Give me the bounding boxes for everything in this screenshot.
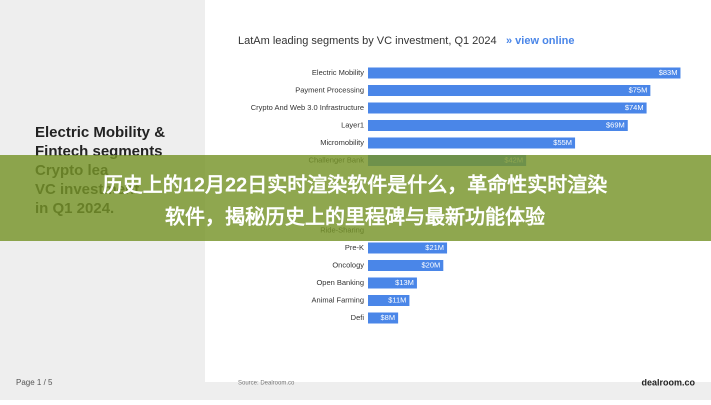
category-label: Micromobility [320, 138, 364, 147]
value-label: $8M [381, 313, 396, 322]
value-label: $11M [388, 295, 406, 304]
category-label: Defi [351, 313, 365, 322]
bar [368, 85, 651, 96]
category-label: Oncology [332, 260, 364, 269]
bar [368, 295, 410, 306]
category-label: Electric Mobility [312, 68, 364, 77]
bars: Electric Mobility $83M Payment Processing $… [251, 67, 681, 324]
bar [368, 312, 399, 324]
category-label: Open Banking [316, 278, 364, 287]
bar [368, 260, 444, 271]
value-label: $55M [553, 138, 572, 147]
source: Source: Dealroom.co [238, 381, 295, 387]
banner-line: 软件，揭秘历史上的里程碑与最新功能体验 [165, 204, 545, 228]
logo: dealroom.co [641, 377, 695, 387]
page-indicator: Page 1 / 5 [16, 378, 53, 387]
bar [368, 102, 647, 114]
bar [368, 242, 448, 254]
category-label: Pre-K [345, 243, 364, 252]
value-label: $75M [629, 85, 648, 94]
value-label: $74M [625, 103, 644, 112]
banner-line: 历史上的12月22日实时渲染软件是什么，革命性实时渲染 [103, 172, 608, 196]
value-label: $21M [425, 243, 444, 252]
bar [368, 120, 628, 131]
category-label: Payment Processing [295, 85, 364, 94]
value-label: $83M [659, 68, 678, 77]
value-label: $69M [606, 120, 625, 129]
value-label: $20M [422, 260, 441, 269]
category-label: Animal Farming [311, 295, 364, 304]
value-label: $13M [395, 278, 414, 287]
banner [0, 155, 711, 241]
category-label: Layer1 [341, 120, 364, 129]
view-online-link[interactable]: » view online [506, 35, 574, 47]
bar [368, 277, 417, 289]
bar [368, 137, 576, 149]
category-label: Crypto And Web 3.0 Infrastructure [251, 103, 364, 112]
chart-title: LatAm leading segments by VC investment,… [238, 35, 497, 47]
headline-line: Electric Mobility & [35, 124, 165, 141]
bar [368, 67, 681, 79]
